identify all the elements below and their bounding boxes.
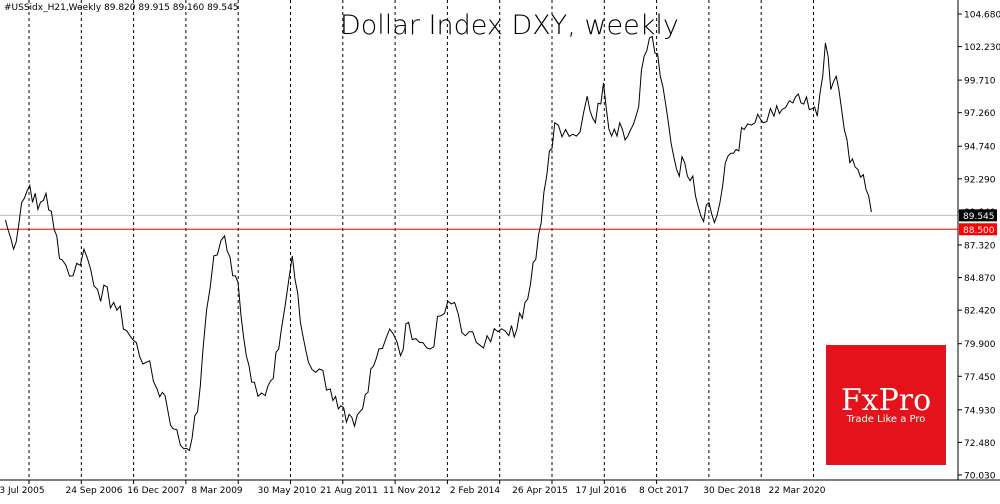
chart-title: Dollar Index DXY, weekly [340,10,679,41]
y-tick-label: 97.260 [964,109,996,119]
logo-name: FxPro [826,383,946,418]
y-tick-label: 77.450 [964,373,996,383]
y-tick-label: 92.290 [964,175,996,185]
y-tick-label: 104.680 [964,11,1000,21]
x-tick-label: 2 Feb 2014 [450,486,501,496]
x-tick-label: 11 Nov 2012 [383,486,441,496]
symbol-info: #USSidx_H21,Weekly 89.820 89.915 89.160 … [4,3,239,13]
price-axis: 104.680 102.230 99.710 97.260 94.740 92.290 89… [958,11,1000,482]
x-tick-label: 17 Jul 2016 [576,486,627,496]
x-tick-label: 8 Oct 2017 [639,486,689,496]
y-tick-label: 94.740 [964,143,996,153]
y-tick-label: 99.710 [964,77,996,87]
x-tick-label: 30 Dec 2018 [703,486,761,496]
x-tick-label: 21 Aug 2011 [320,486,378,496]
y-tick-label: 74.930 [964,406,996,416]
y-tick-label: 102.230 [964,43,1000,53]
x-tick-label: 16 Dec 2007 [127,486,185,496]
x-tick-label: 8 Mar 2009 [191,486,243,496]
x-tick-label: 26 Apr 2015 [512,486,568,496]
y-tick-label: 79.900 [964,340,996,350]
x-tick-label: 30 May 2010 [258,486,317,496]
x-tick-label: 3 Jul 2005 [0,486,45,496]
x-tick-label: 24 Sep 2006 [65,486,122,496]
x-tick-label: 22 Mar 2020 [768,486,825,496]
y-tick-label: 72.480 [964,439,996,449]
current-price-label: 89.545 [963,212,995,222]
y-tick-label: 87.320 [964,241,996,251]
y-tick-label: 82.420 [964,307,996,317]
fxpro-logo: FxPro Trade Like a Pro [826,345,946,465]
y-tick-label: 84.870 [964,274,996,284]
logo-tagline: Trade Like a Pro [826,414,946,425]
y-tick-label: 70.030 [964,472,996,482]
level-label: 88.500 [963,226,995,236]
